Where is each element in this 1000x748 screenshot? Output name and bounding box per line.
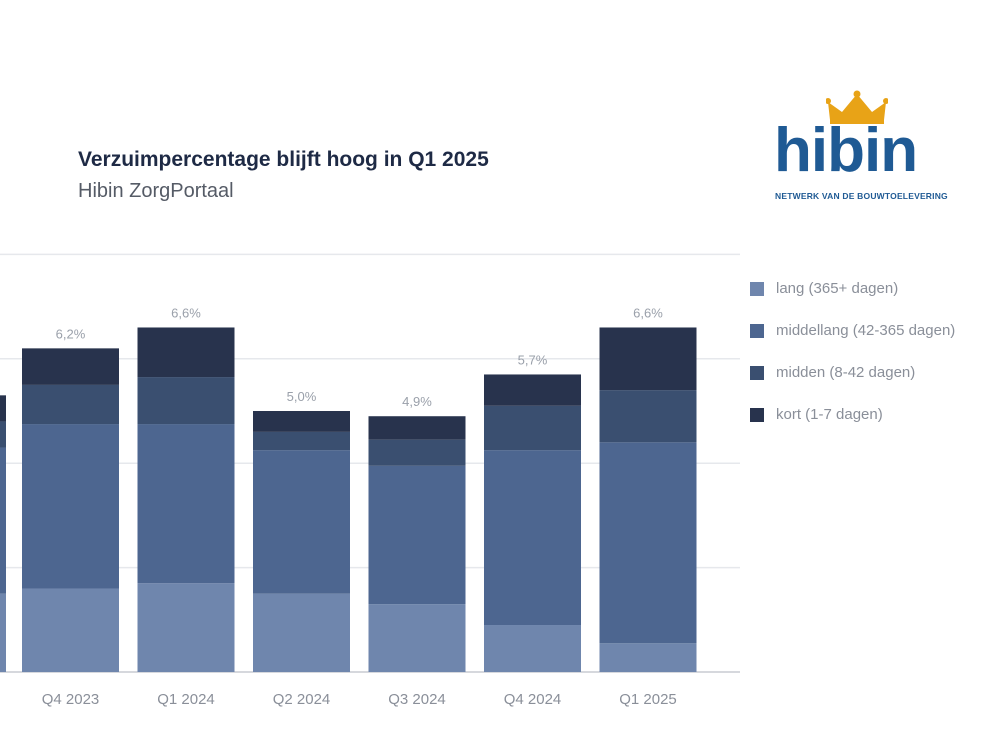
x-tick-label: Q1 2025 (619, 691, 677, 708)
chart-legend: lang (365+ dagen) middellang (42-365 dage… (750, 278, 990, 426)
bar-segment (368, 465, 466, 605)
bar-segment (137, 377, 235, 425)
bar-segment (137, 327, 235, 378)
legend-label: middellang (42-365 dagen) (776, 322, 956, 339)
bar-segment (137, 424, 235, 584)
bar-total-label: 5,7% (518, 352, 548, 367)
chart-subtitle: Hibin ZorgPortaal (78, 180, 234, 202)
bar-total-label: 5,0% (287, 389, 317, 404)
bar-segment (137, 583, 235, 672)
x-tick-label: Q1 2024 (157, 691, 215, 708)
bar-segment (599, 327, 697, 391)
bar-segment (22, 588, 119, 672)
legend-item: middellang (42-365 dagen) (750, 320, 990, 342)
x-tick-label: Q4 2024 (504, 691, 562, 708)
bar-segment (253, 411, 350, 432)
bar-total-label: 4,9% (402, 394, 432, 409)
bar-segment (22, 424, 119, 589)
legend-item: midden (8-42 dagen) (750, 362, 990, 384)
legend-item: lang (365+ dagen) (750, 278, 990, 300)
legend-swatch (750, 282, 764, 296)
x-tick-label: Q4 2023 (42, 691, 100, 708)
bar-segment (253, 431, 350, 451)
bar-segment (484, 450, 581, 626)
x-tick-label: Q2 2024 (273, 691, 331, 708)
bar-total-label: 6,6% (633, 305, 663, 320)
legend-swatch (750, 366, 764, 380)
legend-label: midden (8-42 dagen) (776, 364, 916, 381)
bar-segment-partial (0, 395, 6, 422)
x-tick-label: Q3 2024 (388, 691, 446, 708)
bar-segment-partial (0, 447, 6, 594)
legend-label: lang (365+ dagen) (776, 280, 899, 297)
legend-swatch (750, 408, 764, 422)
bar-segment (484, 405, 581, 451)
bar-segment-partial (0, 593, 6, 672)
bar-segment (484, 374, 581, 406)
bar-segment (599, 643, 697, 672)
bar-segment (599, 442, 697, 644)
bar-total-label: 6,2% (56, 326, 86, 341)
bar-segment (22, 348, 119, 385)
bar-segment (368, 416, 466, 440)
legend-swatch (750, 324, 764, 338)
legend-label: kort (1-7 dagen) (776, 406, 883, 423)
crown-icon (826, 90, 888, 124)
bar-total-label: 6,6% (171, 305, 201, 320)
bar-segment-partial (0, 421, 6, 448)
bar-segment (22, 384, 119, 425)
bar-segment (599, 390, 697, 443)
bar-segment (253, 593, 350, 672)
logo-tagline: NETWERK VAN DE BOUWTOELEVERING (775, 191, 948, 201)
bar-segment (484, 625, 581, 672)
chart-title: Verzuimpercentage blijft hoog in Q1 2025 (78, 148, 489, 171)
bar-segment (368, 439, 466, 466)
bar-segment (368, 604, 466, 672)
stacked-bar-chart: 6,2% Q4 2023 6,6% Q1 2024 5,0% Q2 2024 4,9% Q3 … (0, 253, 740, 708)
logo-wordmark: hibin (774, 116, 918, 185)
hibin-logo: hibin NETWERK VAN DE BOUWTOELEVERING (770, 88, 948, 208)
legend-item: kort (1-7 dagen) (750, 404, 990, 426)
bar-segment (253, 450, 350, 594)
